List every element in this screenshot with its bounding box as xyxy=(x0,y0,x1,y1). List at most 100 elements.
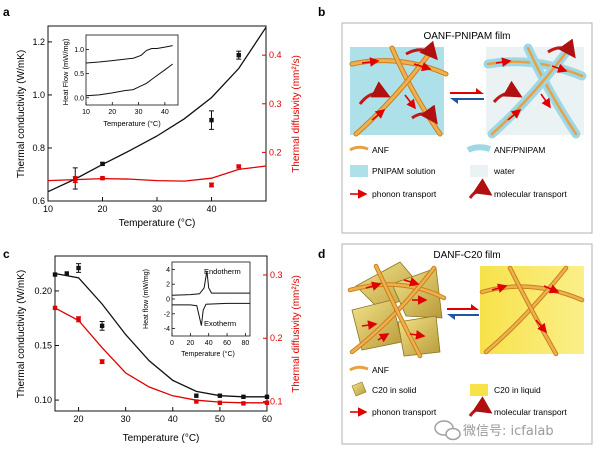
legend-c20-solid-swatch xyxy=(351,381,367,397)
xtick-label: 40 xyxy=(206,204,216,214)
molecular-arrows-left xyxy=(358,40,438,125)
panel-letter-d: d xyxy=(318,247,325,261)
data-point-conductivity xyxy=(264,394,270,400)
phonon-arrows-left xyxy=(361,57,432,121)
xtick-label: 40 xyxy=(168,414,178,424)
legend-anf-label: ANF xyxy=(372,145,389,155)
panel-letter-a: a xyxy=(3,5,10,19)
legend-b: ANF ANF/PNIPAM PNIPAM solution water pho… xyxy=(349,144,567,199)
legend-d-anf-swatch xyxy=(349,365,369,372)
legend-c20-solid-label: C20 in solid xyxy=(372,385,417,395)
legend-d: ANF C20 in solid C20 in liquid phonon tr… xyxy=(349,365,567,417)
fit-line-diffusivity xyxy=(54,307,267,404)
data-point-diffusivity xyxy=(52,305,58,311)
inset-frame-a xyxy=(85,34,179,106)
inset-xtick-label: 0 xyxy=(170,340,174,347)
panel-a: a 10 20 30 40 0.6 0.8 1.0 1.2 0.2 0.3 0.4 Temperat… xyxy=(3,5,302,229)
ylabel-left-c: Thermal conductivity (W/mK) xyxy=(16,270,27,398)
data-point-conductivity xyxy=(64,271,69,276)
legend-d-molecular-swatch xyxy=(468,396,493,417)
anf-fibers-left xyxy=(349,45,449,137)
data-point-conductivity xyxy=(209,117,214,123)
wechat-icon xyxy=(434,420,461,441)
inset-xtick-label: 40 xyxy=(205,340,213,347)
xtick-label: 60 xyxy=(262,414,272,424)
inset-annotation-exotherm: Exotherm xyxy=(204,319,236,328)
anf-fibers-d-left xyxy=(347,263,447,359)
schematic-frame-d xyxy=(341,243,593,445)
data-point-diffusivity xyxy=(264,400,270,405)
plot-frame-c xyxy=(54,255,268,412)
data-point-diffusivity xyxy=(194,399,199,404)
data-point-diffusivity xyxy=(241,401,246,406)
fit-line-diffusivity xyxy=(47,165,267,182)
inset-xtick-label: 30 xyxy=(135,109,143,116)
fit-line-conductivity xyxy=(47,26,267,193)
inset-xtick-label: 60 xyxy=(223,340,231,347)
watermark-text: 微信号: icfalab xyxy=(463,424,554,439)
ytick-left-label: 0.10 xyxy=(34,395,52,405)
inset-curve-cooling xyxy=(172,302,250,326)
anf-fibers-d-right xyxy=(479,265,585,357)
panel-d: d DANF-C20 film xyxy=(318,243,593,445)
legend-molecular-swatch xyxy=(468,178,493,199)
inset-xtick-label: 20 xyxy=(186,340,194,347)
data-point-conductivity xyxy=(194,393,199,398)
legend-d-molecular-label: molecular transport xyxy=(494,407,567,417)
legend-c20-liquid-swatch xyxy=(470,384,488,396)
inset-ytick-label: 4 xyxy=(166,267,170,274)
legend-d-phonon-label: phonon transport xyxy=(372,407,437,417)
data-point-conductivity xyxy=(99,323,105,329)
legend-water-label: water xyxy=(493,166,515,176)
ytick-right-label: 0.3 xyxy=(269,99,282,109)
legend-c20-liquid-label: C20 in liquid xyxy=(494,385,541,395)
ytick-left-label: 1.0 xyxy=(32,90,45,100)
xtick-label: 20 xyxy=(74,414,84,424)
switch-arrows-b xyxy=(450,88,484,104)
ytick-right-label: 0.1 xyxy=(270,397,283,407)
inset-curve-heating xyxy=(171,270,250,296)
legend-molecular-label: molecular transport xyxy=(494,189,567,199)
ytick-left-label: 0.15 xyxy=(34,341,52,351)
ytick-right-label: 0.4 xyxy=(269,50,282,60)
inset-ylabel-c: Heat flow (mW/mg) xyxy=(143,269,150,329)
schematic-title-d: DANF-C20 film xyxy=(433,250,500,261)
data-point-diffusivity xyxy=(217,400,223,405)
ylabel-right-a: Thermal diffusivity (mm²/s) xyxy=(291,55,302,173)
data-point-diffusivity xyxy=(236,164,241,169)
xtick-label: 30 xyxy=(121,414,131,424)
inset-annotation-endotherm: Endotherm xyxy=(204,267,241,276)
inset-ytick-label: 2 xyxy=(166,282,170,289)
inset-frame-c xyxy=(171,261,251,337)
xtick-label: 30 xyxy=(152,204,162,214)
phonon-arrows-d-right xyxy=(491,283,560,334)
panel-letter-c: c xyxy=(3,247,10,261)
xtick-label: 50 xyxy=(215,414,225,424)
data-point-diffusivity xyxy=(76,317,81,322)
ytick-left-label: 0.20 xyxy=(34,286,52,296)
chart-marks-a: 10 20 30 40 0.6 0.8 1.0 1.2 0.2 0.3 0.4 xyxy=(32,26,282,214)
ytick-left-label: 0.8 xyxy=(32,143,45,153)
data-point-diffusivity xyxy=(100,175,105,181)
chart-marks-c: 20 30 40 50 600.100.150.200.10.20.3 xyxy=(34,263,283,424)
panel-letter-b: b xyxy=(318,5,325,19)
ytick-left-label: 0.6 xyxy=(32,196,45,206)
molecular-arrows-right xyxy=(492,38,576,104)
inset-ytick-label: 1.0 xyxy=(74,47,84,54)
inset-xtick-label: 80 xyxy=(242,340,250,347)
legend-pnipam-swatch xyxy=(350,165,368,177)
legend-anf-swatch xyxy=(349,145,369,152)
inset-xtick-label: 40 xyxy=(161,109,169,116)
schematic-title-b: OANF-PNIPAM film xyxy=(423,31,510,42)
phonon-arrows-right xyxy=(495,57,568,121)
inset-ytick-label: -2 xyxy=(164,311,170,318)
xtick-label: 20 xyxy=(97,204,107,214)
inset-xtick-label: 10 xyxy=(82,109,90,116)
inset-ytick-label: 0.5 xyxy=(74,71,84,78)
panel-c: c 20 30 40 50 600.100.150.200.10.20.3 Temper… xyxy=(3,247,302,444)
legend-anf-pnipam-swatch xyxy=(466,144,491,153)
data-point-conductivity xyxy=(100,161,105,167)
inset-ylabel-a: Heat Flow (mW/mg) xyxy=(61,38,70,105)
inset-ytick-label: 0.0 xyxy=(74,95,84,102)
